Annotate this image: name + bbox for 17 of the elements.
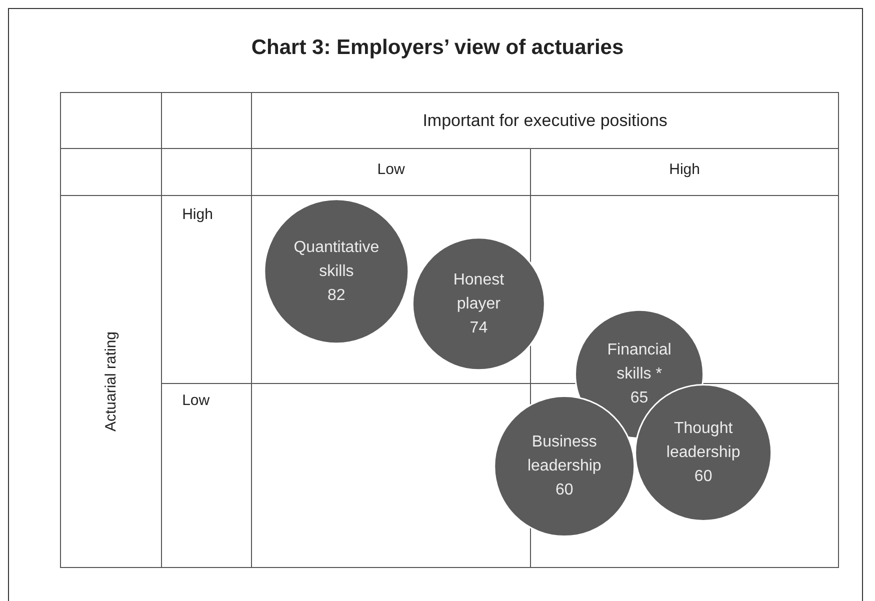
category-label: Quantitative skills (294, 238, 380, 280)
text: Important for executive positions (252, 92, 839, 148)
data-label: 65 (630, 390, 648, 407)
category-label: Financial skills * (607, 342, 672, 383)
data-label: 60 (555, 482, 574, 499)
data-label: 60 (694, 468, 712, 486)
text: Actuarial rating (102, 331, 120, 432)
text: Low (252, 148, 531, 196)
data-label: 82 (328, 286, 346, 304)
category-label: Honest player (453, 271, 505, 312)
text: High (530, 148, 839, 196)
text: High (162, 196, 252, 384)
data-label: 74 (470, 319, 488, 336)
category-label: Business leadership (527, 434, 602, 475)
text: Low (162, 384, 252, 568)
category-label: Thought leadership (666, 420, 740, 462)
text: Chart 3: Employers’ view of actuaries (250, 36, 625, 60)
